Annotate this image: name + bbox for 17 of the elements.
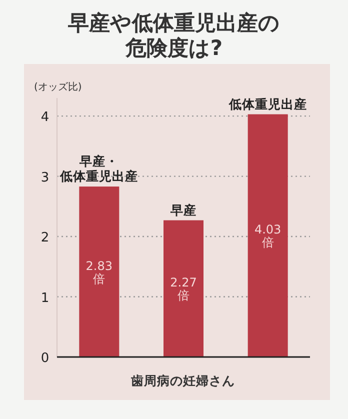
bar: [164, 220, 204, 357]
y-tick-label: 2: [40, 230, 50, 246]
x-tick-label: 早産: [170, 202, 196, 218]
chart-title: 早産や低体重児出産の危険度は?: [67, 11, 280, 60]
bar: [79, 186, 120, 357]
y-axis-title: (オッズ比): [34, 81, 82, 93]
y-tick-label: 0: [40, 351, 50, 366]
bar: [248, 114, 288, 357]
y-tick-label: 1: [40, 290, 50, 306]
y-tick-label: 4: [40, 110, 50, 126]
data-label: 2.83倍: [86, 258, 113, 286]
data-label: 2.27倍: [170, 276, 197, 303]
x-axis-title: 歯周病の妊婦さん: [130, 373, 235, 388]
data-label: 4.03倍: [254, 222, 282, 250]
x-tick-label: 早産・低体重児出産: [59, 154, 138, 184]
y-tick-label: 3: [40, 170, 50, 186]
x-tick-label: 低体重児出産: [228, 96, 307, 112]
